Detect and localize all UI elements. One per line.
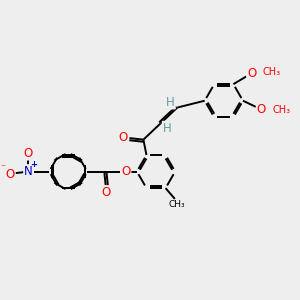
Text: O: O <box>5 167 15 181</box>
Text: H: H <box>163 122 172 135</box>
Text: O: O <box>247 67 256 80</box>
Text: CH₃: CH₃ <box>169 200 186 208</box>
Text: N: N <box>24 165 33 178</box>
Text: CH₃: CH₃ <box>272 105 290 115</box>
Text: O: O <box>121 165 130 178</box>
Text: O: O <box>102 186 111 199</box>
Text: ⁻: ⁻ <box>1 164 6 173</box>
Text: O: O <box>119 131 128 144</box>
Text: O: O <box>24 147 33 160</box>
Text: O: O <box>257 103 266 116</box>
Text: CH₃: CH₃ <box>262 67 281 77</box>
Text: +: + <box>30 160 37 169</box>
Text: H: H <box>166 95 175 109</box>
